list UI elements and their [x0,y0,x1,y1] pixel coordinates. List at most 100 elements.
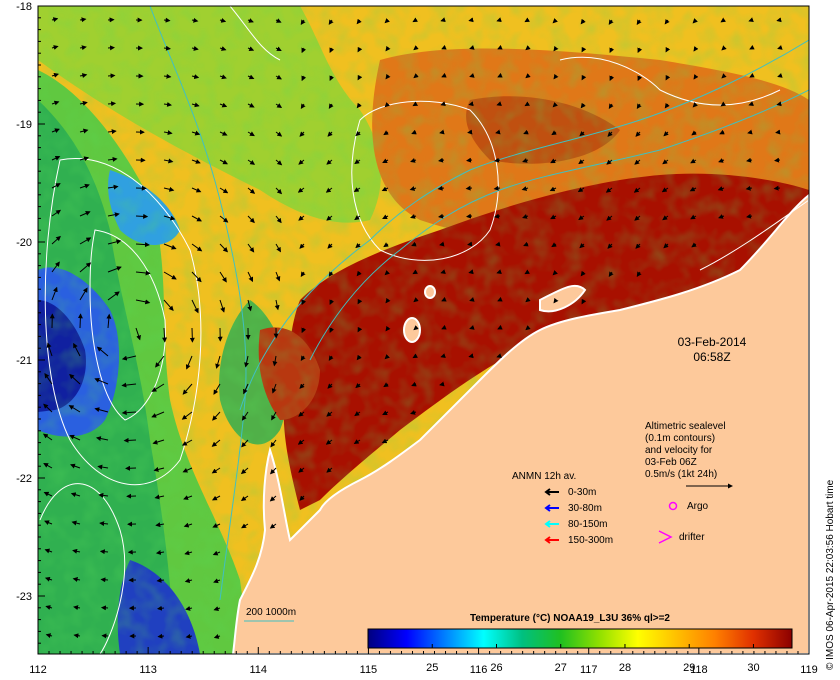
velocity-vector [191,17,199,23]
velocity-vector [275,187,283,195]
velocity-vector [271,411,277,421]
velocity-vector [45,633,53,639]
velocity-vector [191,187,202,193]
velocity-vector [79,262,92,273]
velocity-vector [776,17,782,23]
velocity-vector [467,129,473,135]
anmn-legend-item: 80-150m [544,519,607,530]
velocity-vector [219,131,228,136]
velocity-vector [749,72,755,78]
velocity-vector [297,187,305,193]
anmn-arrow-icon [544,504,559,512]
anmn-arrow-icon [544,488,559,496]
velocity-vector [157,633,165,639]
velocity-vector [68,405,81,413]
argo-circle-icon [668,501,678,511]
velocity-vector [325,439,333,445]
colorbar-title: Temperature (°C) NOAA19_L3U 36% ql>=2 [470,613,670,624]
velocity-vector [219,159,228,165]
argo-label: Argo [687,501,709,512]
velocity-vector [354,411,361,417]
velocity-vector [185,633,193,639]
velocity-vector [275,215,282,224]
velocity-vector [163,299,174,312]
velocity-vector [191,102,200,108]
velocity-vector [325,187,333,193]
velocity-vector [51,100,60,106]
velocity-vector [493,185,501,191]
velocity-vector [43,403,53,413]
velocity-vector [297,439,305,445]
velocity-vector [191,243,203,252]
velocity-vector [275,131,283,137]
velocity-vector [301,47,307,54]
anmn-legend-label: 150-300m [568,535,613,546]
velocity-vector [182,383,193,395]
velocity-vector [106,313,112,329]
velocity-vector [438,157,445,163]
velocity-vector [525,297,531,303]
isobath-legend: 200 1000m [244,607,296,622]
velocity-vector [553,45,559,52]
velocity-vector [468,353,474,359]
velocity-vector [497,324,503,330]
velocity-vector [663,131,669,137]
velocity-vector [181,411,193,420]
velocity-vector [637,47,643,54]
island [403,317,421,343]
velocity-vector [636,271,642,277]
velocity-vector [211,467,221,474]
velocity-vector [107,291,120,301]
velocity-vector [107,184,119,190]
velocity-vector [247,299,253,312]
anmn-legend-title: ANMN 12h av. [512,471,576,482]
velocity-vector [191,74,200,79]
latitude-tick-label: -21 [16,355,32,367]
velocity-vector [72,548,81,554]
velocity-vector [182,467,193,473]
anmn-legend-label: 30-80m [568,503,602,514]
velocity-vector [578,159,585,165]
velocity-vector [299,383,305,389]
velocity-vector [79,100,88,106]
velocity-vector [466,157,473,163]
velocity-vector [79,183,90,189]
velocity-vector [79,17,87,23]
velocity-vector [413,73,419,79]
velocity-vector [608,103,614,109]
velocity-vector [247,46,255,51]
velocity-vector [412,17,418,23]
velocity-vector [384,18,390,24]
velocity-vector [121,410,137,416]
island [424,285,436,299]
velocity-vector [579,130,585,137]
velocity-vector [608,271,614,277]
velocity-vector [441,72,447,78]
velocity-vector [275,271,281,282]
velocity-vector [247,102,255,108]
velocity-vector [301,327,307,334]
velocity-vector [135,299,151,305]
velocity-vector [413,45,419,51]
velocity-vector [241,523,249,529]
velocity-vector [185,355,193,370]
velocity-vector [107,129,117,135]
velocity-vector [184,578,193,584]
anmn-legend-label: 0-30m [568,487,596,498]
velocity-vector [718,214,725,219]
velocity-vector [440,17,446,23]
velocity-vector [581,46,587,53]
velocity-vector [356,354,362,361]
velocity-vectors [42,17,783,639]
velocity-vector [521,186,529,191]
velocity-vector [635,131,641,137]
velocity-vector [184,550,193,556]
velocity-vector [247,187,256,194]
velocity-vector [107,73,116,79]
velocity-vector [413,297,419,303]
velocity-vector [662,215,669,221]
velocity-vector [357,326,363,333]
velocity-vector [163,45,171,51]
velocity-vector [298,411,305,417]
velocity-vector [300,103,306,110]
